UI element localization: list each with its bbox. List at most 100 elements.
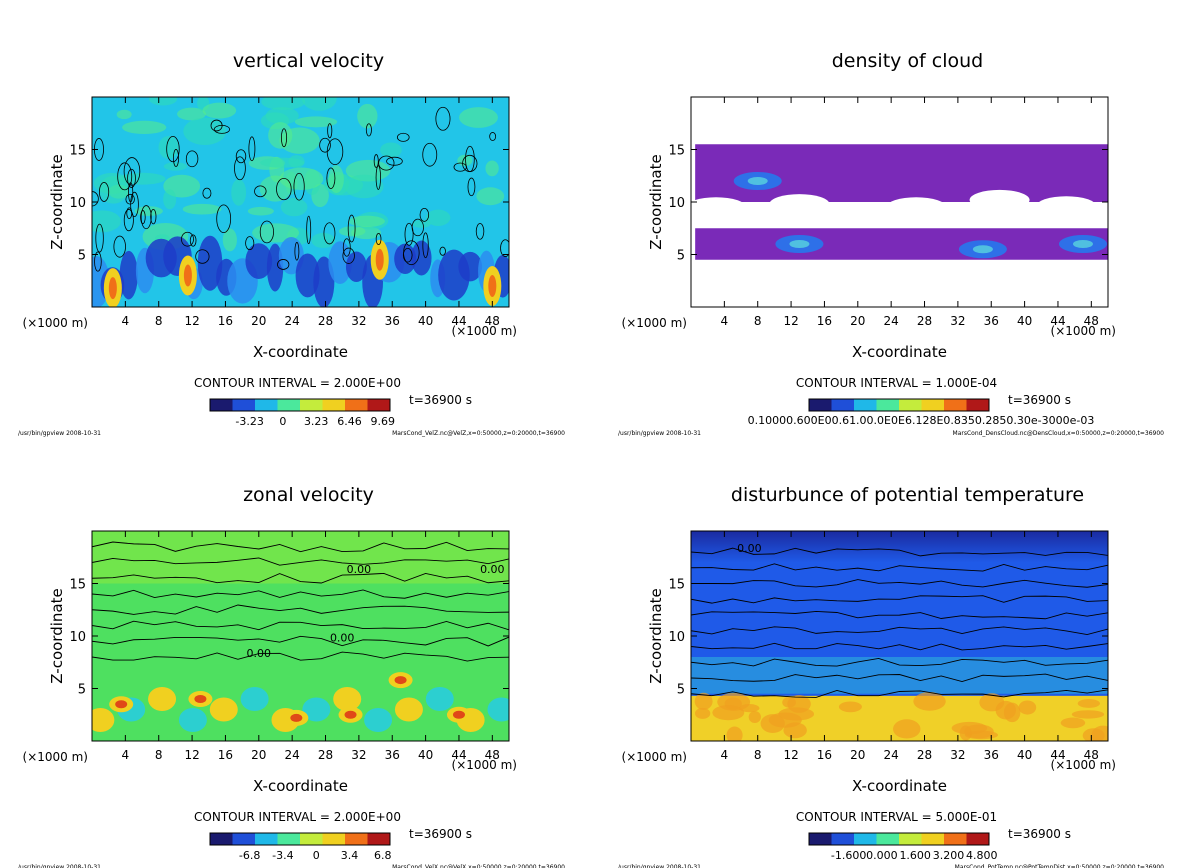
y-tick-label: 15 [69,578,86,593]
contour-line [123,209,134,232]
colorbar-segment [936,399,945,411]
x-tick-label: 28 [917,314,932,328]
contour-line [259,220,274,244]
colorbar-tick-label: -3.4 [272,849,293,862]
colorbar-segment [869,833,877,845]
x-unit-label-right: (×1000 m) [452,758,517,772]
x-tick-label: 48 [1084,314,1099,328]
colorbar-segment [322,399,331,411]
contour-interval-text: CONTOUR INTERVAL = 2.000E+00 [194,376,401,390]
colorbar-segment [375,833,383,845]
warm-patch [694,692,713,710]
x-unit-label: (×1000 m) [622,750,687,764]
x-unit-label: (×1000 m) [23,750,88,764]
y-axis-title: Z-coordinate [647,588,665,683]
y-tick-label: 10 [668,196,685,211]
contour-line [691,579,1108,588]
x-tick-label: 32 [351,748,366,762]
colorbar-segment [869,399,877,411]
colorbar-tick-label: 0.10000.600E00.61.00.0E0E6.128E0.8350.28… [748,414,1095,427]
field-patch [294,116,338,128]
cloud-gap [769,194,830,215]
colorbar-segment [936,833,945,845]
chart-title: vertical velocity [233,50,384,72]
x-tick-label: 12 [184,314,199,328]
field-patch [344,174,384,199]
colorbar-segment [307,833,316,845]
cloud-gap [836,204,897,225]
contour-line [92,604,509,615]
colorbar-segment [300,399,308,411]
x-tick-label: 16 [817,748,832,762]
field-patch [279,127,320,154]
colorbar-segment [951,399,960,411]
colorbar-segment [839,399,847,411]
contour-line [117,162,133,191]
x-tick-label: 12 [184,748,199,762]
warm-patch [739,704,760,713]
field-upper-band [92,531,509,584]
colorbar-segment [891,833,900,845]
warm-patch [778,707,815,721]
field-cell [425,687,454,711]
colorbar-tick-label: 6.8 [374,849,392,862]
colorbar-segment [929,399,937,411]
jet-core [452,710,465,719]
cloud-core [789,240,810,248]
field-cell [333,687,362,711]
colorbar-segment [345,833,353,845]
contour-line [234,156,246,181]
colorbar-segment [876,833,885,845]
contour-line [166,135,180,163]
contour-line [326,167,336,189]
field-patch [261,97,306,110]
contour-line [439,246,446,256]
contour-line [245,236,255,251]
jet-core [194,695,207,703]
colorbar-tick-label: 3.4 [341,849,359,862]
y-tick-label: 5 [78,249,86,264]
x-tick-label: 4 [122,748,130,762]
field-patch [122,120,167,135]
field-cell [411,240,432,276]
field-cell [302,697,331,722]
x-tick-label: 44 [1050,748,1065,762]
colorbar-segment [876,399,885,411]
x-tick-label: 4 [721,748,729,762]
contour-line [94,251,102,272]
colorbar-segment [225,399,233,411]
contour-line [373,154,379,168]
colorbar-segment [337,833,346,845]
cloud-core [1072,240,1093,248]
field-patch [348,215,385,228]
x-tick-label: 48 [485,314,500,328]
contour-line [404,222,414,246]
colorbar-segment [816,833,825,845]
x-tick-label: 40 [418,314,433,328]
warm-patch [1077,699,1101,708]
field-patch [380,142,402,158]
x-tick-label: 12 [783,314,798,328]
updraft-core [488,275,497,297]
contour-line [475,223,485,240]
contour-line [254,185,267,198]
field-patch [426,209,451,226]
colorbar-segment [345,399,353,411]
contour-line [422,142,438,167]
colorbar-segment [921,833,930,845]
colorbar-segment [330,399,338,411]
field-patch [476,187,505,206]
colorbar-segment [277,833,286,845]
footer-path: /usr/bin/gpview 2008-10-31 [18,864,101,868]
contour-line [216,204,232,233]
field-top-band [691,531,1108,563]
contour-line [386,156,403,166]
contour-line [691,611,1108,620]
warm-patch [1060,717,1086,729]
colorbar-segment [322,833,331,845]
updraft-core [375,248,384,271]
contour-line [342,238,351,257]
contour-label: 0.00 [330,631,355,644]
contour-line [213,124,231,134]
colorbar-segment [951,833,960,845]
